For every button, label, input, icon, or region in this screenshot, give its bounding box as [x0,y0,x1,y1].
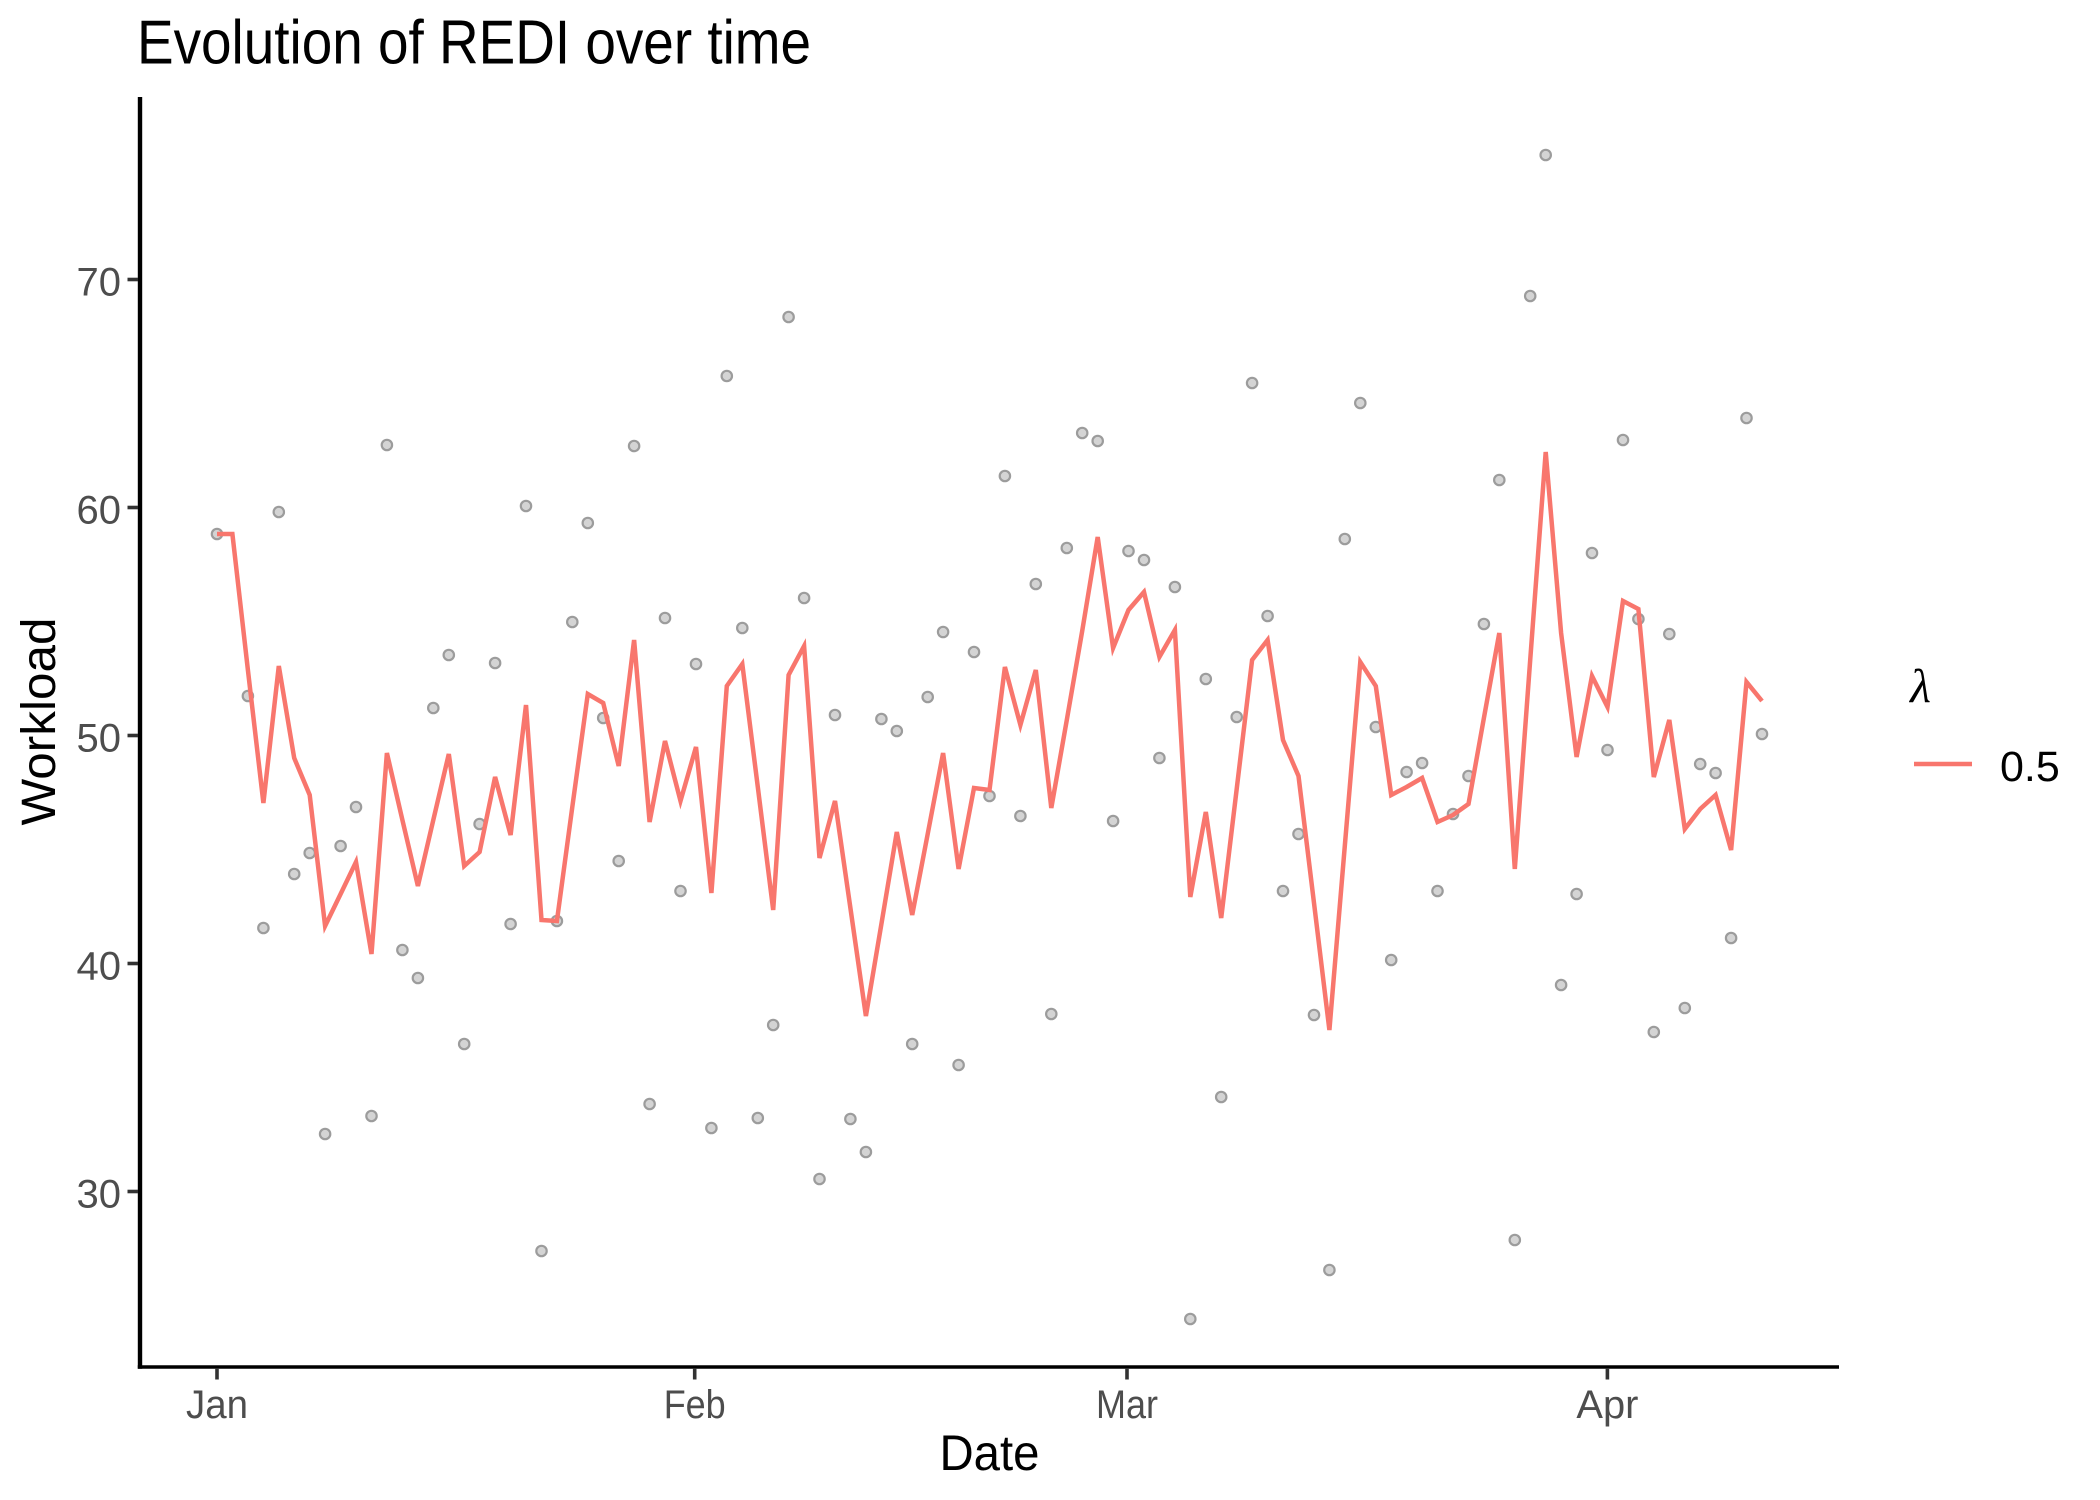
svg-text:Jan: Jan [186,1383,248,1427]
svg-text:30: 30 [77,1173,122,1217]
svg-text:λ: λ [1908,660,1931,713]
svg-text:60: 60 [77,489,122,533]
svg-text:Feb: Feb [664,1383,726,1427]
svg-text:40: 40 [77,945,122,989]
svg-text:70: 70 [77,261,122,305]
svg-text:Mar: Mar [1096,1383,1158,1427]
svg-text:Apr: Apr [1576,1383,1638,1427]
svg-text:0.5: 0.5 [2000,743,2060,791]
svg-text:Workload: Workload [13,618,66,826]
svg-text:Evolution of REDI over time: Evolution of REDI over time [137,9,811,78]
svg-text:Date: Date [940,1425,1040,1481]
svg-text:50: 50 [77,717,122,761]
